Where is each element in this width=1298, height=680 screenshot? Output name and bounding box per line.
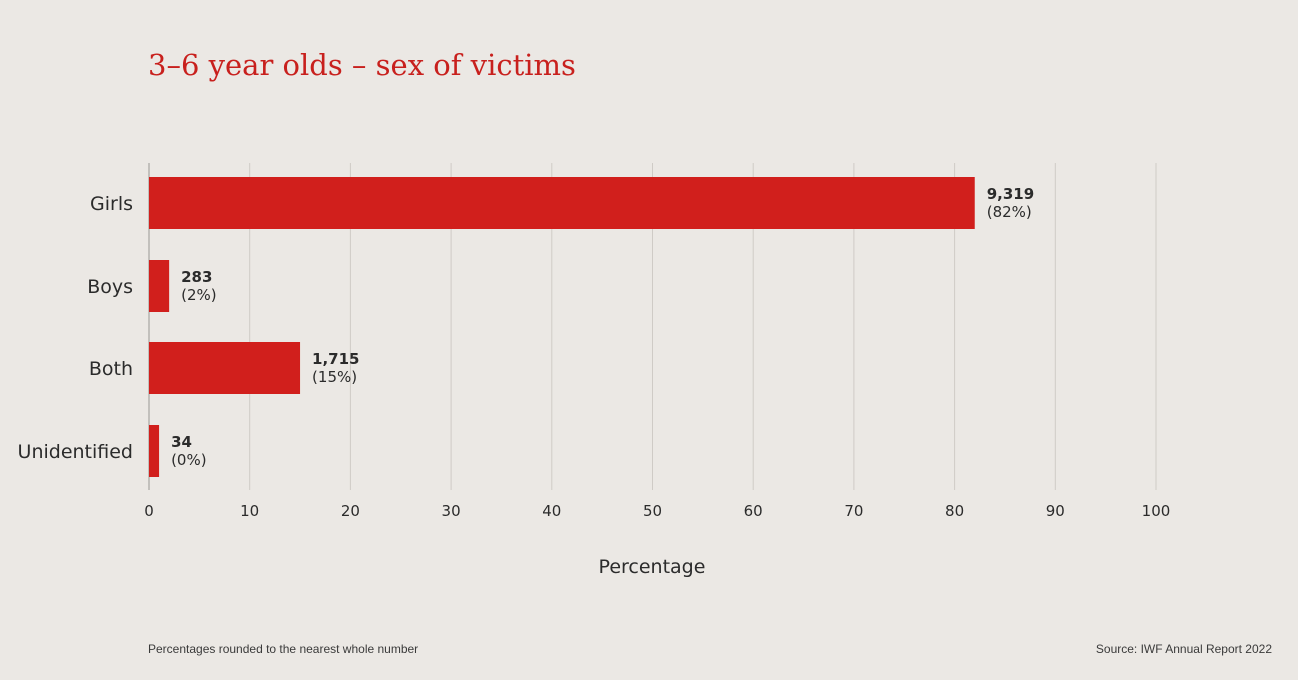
- percent-label: (15%): [312, 368, 357, 386]
- chart-title: 3–6 year olds – sex of victims: [148, 48, 576, 82]
- category-label: Both: [89, 358, 133, 380]
- footnote: Percentages rounded to the nearest whole…: [148, 642, 419, 656]
- x-tick-label: 70: [844, 502, 863, 520]
- bar: [149, 260, 170, 312]
- source-note: Source: IWF Annual Report 2022: [1095, 642, 1272, 656]
- count-label: 9,319: [987, 185, 1034, 203]
- category-labels: Girls Boys Both Unidentified: [18, 193, 133, 463]
- x-tick-label: 30: [442, 502, 461, 520]
- category-label: Boys: [87, 276, 133, 298]
- bar: [149, 177, 975, 229]
- x-tick-label: 50: [643, 502, 662, 520]
- x-axis-title: Percentage: [599, 556, 706, 578]
- x-tick-label: 40: [542, 502, 561, 520]
- percent-label: (0%): [171, 451, 207, 469]
- count-label: 283: [181, 268, 212, 286]
- bar: [149, 425, 160, 477]
- x-tick-label: 80: [945, 502, 964, 520]
- count-label: 1,715: [312, 350, 359, 368]
- x-axis-ticks: 0 10 20 30 40 50 60 70 80 90 100: [144, 502, 1170, 520]
- x-tick-label: 100: [1142, 502, 1171, 520]
- count-label: 34: [171, 433, 192, 451]
- x-tick-label: 0: [144, 502, 154, 520]
- percent-label: (82%): [987, 203, 1032, 221]
- x-tick-label: 10: [240, 502, 259, 520]
- percent-label: (2%): [181, 286, 217, 304]
- category-label: Unidentified: [18, 441, 133, 463]
- x-tick-label: 20: [341, 502, 360, 520]
- data-labels: 9,319(82%) 283(2%) 1,715(15%) 34(0%): [171, 185, 1034, 469]
- bar: [149, 342, 301, 394]
- bars: [149, 177, 975, 477]
- category-label: Girls: [90, 193, 133, 215]
- x-tick-label: 90: [1046, 502, 1065, 520]
- x-tick-label: 60: [744, 502, 763, 520]
